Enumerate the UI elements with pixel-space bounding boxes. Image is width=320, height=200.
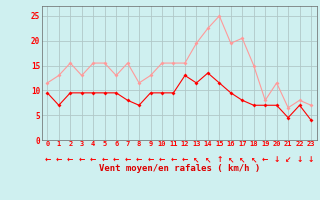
Text: ←: ← (136, 155, 142, 164)
Text: ↖: ↖ (251, 155, 257, 164)
Text: ←: ← (113, 155, 119, 164)
Text: ←: ← (159, 155, 165, 164)
Text: ←: ← (170, 155, 177, 164)
Text: ↖: ↖ (228, 155, 234, 164)
X-axis label: Vent moyen/en rafales ( km/h ): Vent moyen/en rafales ( km/h ) (99, 164, 260, 173)
Text: ↖: ↖ (239, 155, 245, 164)
Text: ←: ← (182, 155, 188, 164)
Text: ↓: ↓ (296, 155, 303, 164)
Text: ←: ← (78, 155, 85, 164)
Text: ↙: ↙ (285, 155, 291, 164)
Text: ←: ← (90, 155, 96, 164)
Text: ↖: ↖ (193, 155, 200, 164)
Text: ←: ← (262, 155, 268, 164)
Text: ↓: ↓ (308, 155, 314, 164)
Text: ←: ← (101, 155, 108, 164)
Text: ←: ← (124, 155, 131, 164)
Text: ←: ← (44, 155, 51, 164)
Text: ←: ← (67, 155, 74, 164)
Text: ←: ← (147, 155, 154, 164)
Text: ↓: ↓ (274, 155, 280, 164)
Text: ↑: ↑ (216, 155, 222, 164)
Text: ↖: ↖ (205, 155, 211, 164)
Text: ←: ← (56, 155, 62, 164)
